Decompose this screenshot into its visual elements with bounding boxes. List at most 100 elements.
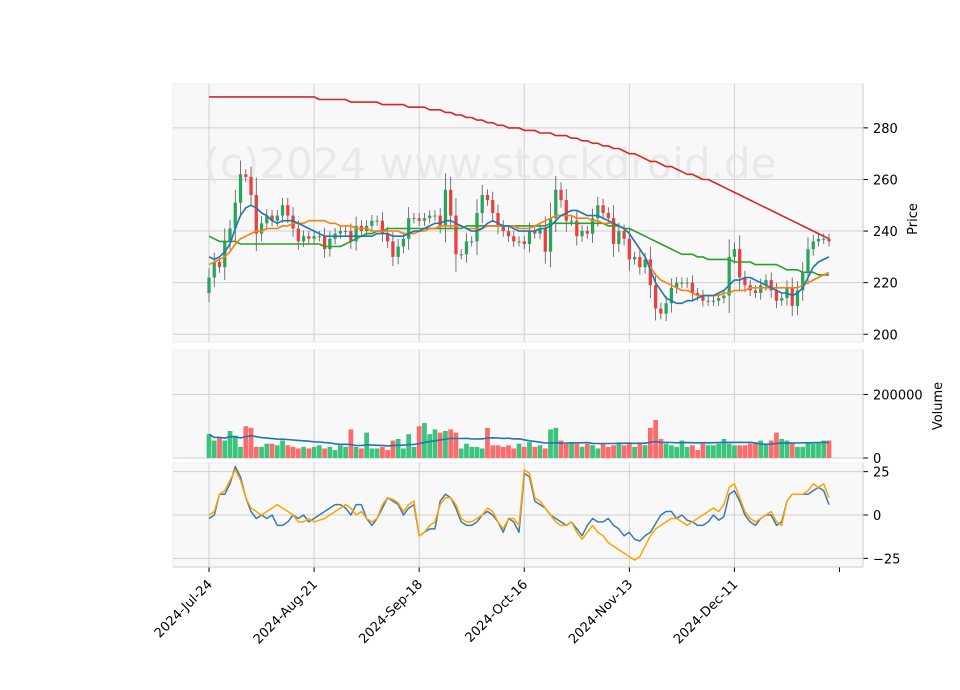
candle-body — [653, 285, 658, 309]
candle-body — [296, 228, 300, 242]
candle-body — [780, 298, 784, 301]
volume-bar — [669, 445, 674, 458]
volume-bar — [800, 446, 806, 458]
candle-body — [622, 231, 626, 239]
volume-series — [206, 419, 832, 458]
volume-bar — [243, 426, 249, 458]
candle-body — [217, 262, 222, 268]
volume-bar — [784, 440, 790, 458]
candle-body — [790, 287, 794, 306]
oscillator-line-2 — [208, 469, 830, 561]
volume-bar — [711, 445, 716, 458]
candle-body — [401, 238, 406, 247]
candle-body — [596, 205, 600, 219]
candle-body — [759, 285, 763, 293]
volume-bar — [474, 446, 480, 458]
candle-body — [648, 259, 652, 286]
candle-body — [764, 280, 768, 286]
oscillator-tick-label: 0 — [873, 509, 881, 524]
volume-bar — [558, 440, 564, 458]
volume-bar — [406, 434, 412, 458]
candle-body — [822, 238, 826, 240]
volume-bar — [690, 445, 695, 458]
volume-tick-label: 0 — [873, 452, 881, 467]
candle-body — [254, 194, 258, 234]
candle-body — [811, 241, 815, 250]
volume-bar — [401, 448, 406, 458]
candle-body — [412, 218, 416, 220]
candle-body — [753, 290, 758, 293]
volume-bar — [485, 427, 490, 458]
volume-bar — [732, 445, 737, 458]
oscillator-tick-label: −25 — [873, 552, 900, 567]
volume-bar — [337, 445, 343, 458]
candle-body — [301, 236, 306, 242]
volume-bar — [768, 440, 774, 458]
volume-bar — [458, 448, 464, 458]
volume-bar — [532, 446, 538, 458]
volume-bar — [211, 440, 217, 458]
volume-bar — [810, 443, 816, 458]
volume-bar — [621, 445, 627, 458]
candle-body — [674, 282, 679, 288]
candle-body — [438, 215, 442, 226]
volume-bar — [495, 445, 501, 458]
candle-body — [617, 231, 621, 244]
candle-body — [669, 287, 674, 304]
volume-axis-label: Volume — [931, 382, 946, 430]
candle-body — [470, 241, 474, 243]
candle-body — [464, 241, 469, 255]
candle-body — [386, 233, 390, 242]
oscillator-tick-label: 25 — [873, 466, 890, 481]
x-tick-label: 2024-Oct-16 — [463, 577, 531, 645]
candle-body — [480, 194, 484, 213]
volume-bar — [821, 440, 827, 458]
candle-body — [491, 200, 495, 213]
volume-bar — [311, 446, 317, 458]
candle-body — [312, 236, 316, 239]
candle-body — [517, 241, 521, 243]
candle-body — [449, 189, 453, 216]
volume-bar — [795, 446, 800, 458]
candle-body — [512, 236, 516, 242]
candle-body — [611, 218, 616, 244]
price-panel — [172, 83, 864, 343]
volume-bar — [527, 442, 532, 458]
x-tick-label: 2024-Nov-13 — [566, 577, 636, 647]
volume-bar — [327, 446, 333, 458]
candle-body — [564, 200, 568, 221]
price-tick-label: 200 — [873, 328, 898, 343]
volume-bar — [805, 442, 811, 458]
candle-body — [496, 213, 500, 226]
volume-bar — [521, 446, 527, 458]
candle-body — [659, 308, 663, 314]
price-tick-label: 280 — [873, 122, 898, 137]
candle-body — [559, 189, 563, 201]
volume-bar — [422, 423, 427, 458]
x-tick-label: 2024-Jul-24 — [152, 577, 216, 641]
candle-body — [816, 238, 821, 242]
volume-bar — [411, 446, 417, 458]
volume-bar — [453, 432, 459, 458]
candle-body — [548, 218, 553, 252]
candle-body — [569, 220, 574, 222]
candle-body — [738, 249, 742, 278]
price-series — [207, 96, 831, 322]
price-tick-label: 220 — [873, 277, 898, 292]
volume-ma-line — [208, 433, 829, 447]
candle-body — [454, 215, 458, 255]
candle-body — [543, 228, 547, 252]
volume-bar — [264, 443, 270, 458]
candle-body — [485, 194, 490, 201]
candle-body — [580, 231, 584, 237]
candle-body — [207, 277, 211, 293]
candle-body — [422, 218, 427, 221]
volume-bar — [700, 443, 706, 458]
volume-bar — [605, 446, 611, 458]
volume-bar — [232, 435, 238, 458]
volume-bar — [721, 438, 727, 458]
candle-body — [291, 215, 295, 229]
candle-body — [585, 231, 589, 234]
volume-bar — [395, 438, 401, 458]
price-tick-label: 260 — [873, 173, 898, 188]
